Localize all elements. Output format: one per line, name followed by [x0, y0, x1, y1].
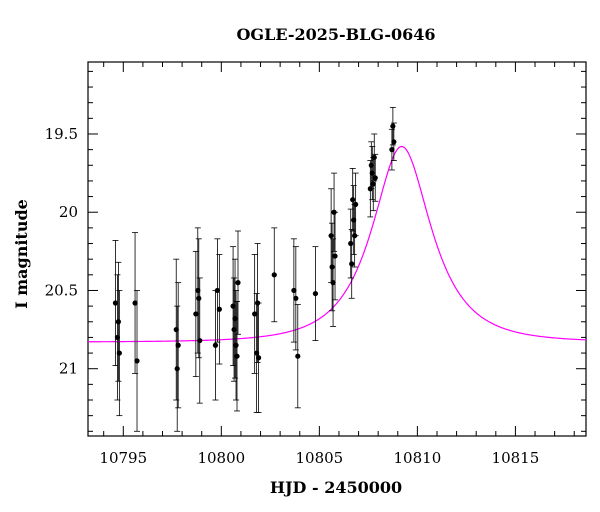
data-point: [255, 355, 262, 361]
y-tick-label: 19.5: [45, 125, 78, 143]
data-point: [332, 253, 338, 259]
data-point: [252, 311, 258, 317]
data-point: [312, 290, 319, 297]
data-point: [174, 366, 180, 372]
data-point: [134, 358, 140, 364]
data-point: [112, 300, 119, 306]
data-point: [216, 306, 222, 312]
data-point: [370, 181, 376, 187]
data-point: [328, 233, 334, 239]
data-point: [175, 342, 181, 348]
data-point: [234, 353, 240, 359]
x-tick-label: 10805: [295, 449, 343, 467]
data-point: [193, 311, 199, 317]
x-axis-label: HJD - 2450000: [270, 478, 402, 497]
y-tick-label: 20: [59, 203, 78, 221]
data-point: [196, 295, 202, 301]
y-tick-label: 21: [59, 360, 78, 378]
data-point: [293, 295, 299, 301]
data-point: [291, 287, 297, 294]
chart-title: OGLE-2025-BLG-0646: [236, 25, 435, 44]
data-point: [197, 337, 203, 344]
data-point: [115, 319, 121, 325]
data-point: [212, 342, 219, 348]
data-point: [391, 139, 397, 145]
y-axis-label: I magnitude: [12, 199, 31, 309]
model-curve: [87, 145, 587, 343]
data-point: [371, 154, 377, 161]
data-point: [235, 280, 241, 286]
data-point: [116, 350, 122, 356]
data-point: [353, 201, 359, 208]
x-tick-label: 10810: [394, 449, 442, 467]
data-point: [348, 240, 354, 247]
data-point: [295, 353, 301, 359]
plot-frame: [87, 61, 587, 437]
data-point: [372, 175, 378, 181]
data-point: [389, 147, 395, 153]
data-point: [271, 272, 277, 278]
data-point: [349, 261, 355, 267]
x-tick-label: 10815: [492, 449, 540, 467]
data-point: [132, 300, 138, 306]
y-tick-label: 20.5: [45, 281, 78, 299]
x-tick-label: 10795: [99, 449, 147, 467]
x-tick-label: 10800: [197, 449, 245, 467]
data-point: [390, 123, 396, 129]
data-point: [233, 342, 239, 348]
data-point: [214, 287, 221, 294]
data-point: [329, 264, 335, 270]
data-point: [350, 197, 356, 203]
data-point: [330, 280, 336, 286]
plot-area: 10795 10800 10805 10810 10815 19.5 20 20.5 21: [45, 61, 587, 467]
